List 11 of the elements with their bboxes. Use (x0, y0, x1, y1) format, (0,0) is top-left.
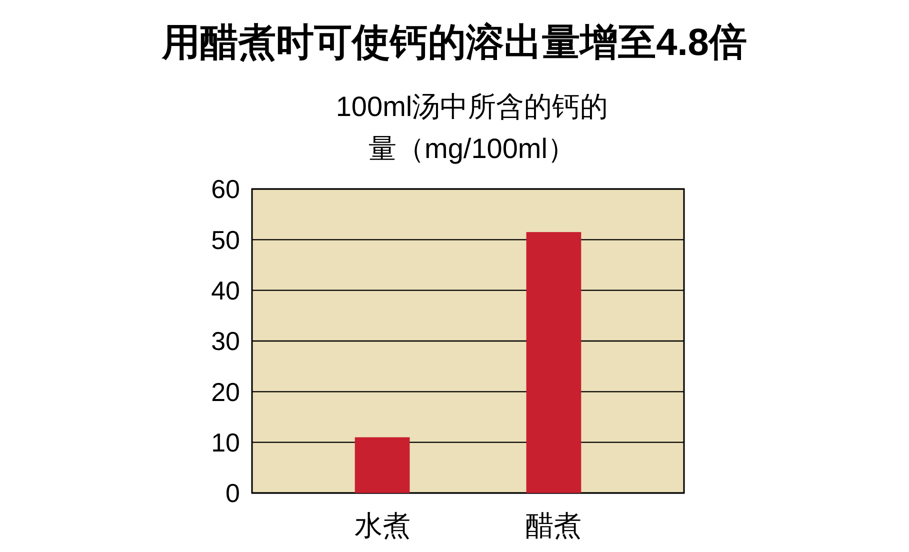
y-tick-label: 10 (211, 427, 240, 458)
y-axis-title: 100ml汤中所含的钙的量（mg/100ml） (334, 90, 610, 166)
y-tick-label: 60 (211, 174, 240, 204)
y-tick-label: 50 (211, 224, 240, 255)
y-tick-label: 0 (226, 478, 240, 508)
x-tick-label: 醋煮 (526, 510, 582, 541)
y-tick-label: 20 (211, 376, 240, 407)
chart-title: 用醋煮时可使钙的溶出量增至4.8倍 (161, 21, 747, 64)
y-tick-label: 30 (211, 326, 240, 356)
x-tick-label: 水煮 (354, 510, 410, 541)
y-tick-label: 40 (211, 275, 240, 306)
